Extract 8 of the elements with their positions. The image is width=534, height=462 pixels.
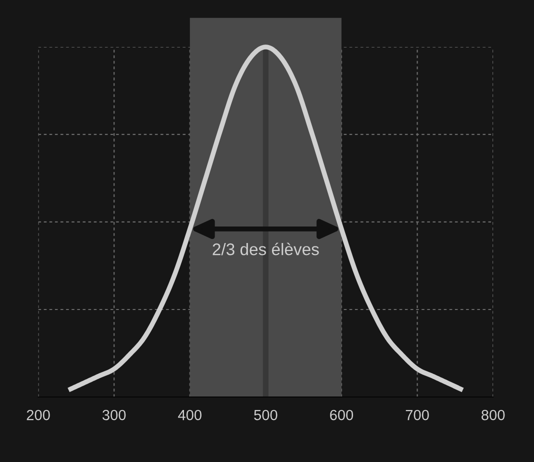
x-tick-label: 200 bbox=[26, 410, 50, 420]
x-tick-label: 800 bbox=[482, 410, 505, 420]
x-tick-label: 600 bbox=[330, 410, 354, 420]
band-label: 2/3 des élèves bbox=[212, 242, 319, 256]
x-tick-label: 500 bbox=[254, 410, 278, 420]
x-tick-label: 700 bbox=[406, 410, 429, 420]
x-tick-label: 400 bbox=[178, 410, 202, 420]
x-tick-label: 300 bbox=[102, 410, 126, 420]
